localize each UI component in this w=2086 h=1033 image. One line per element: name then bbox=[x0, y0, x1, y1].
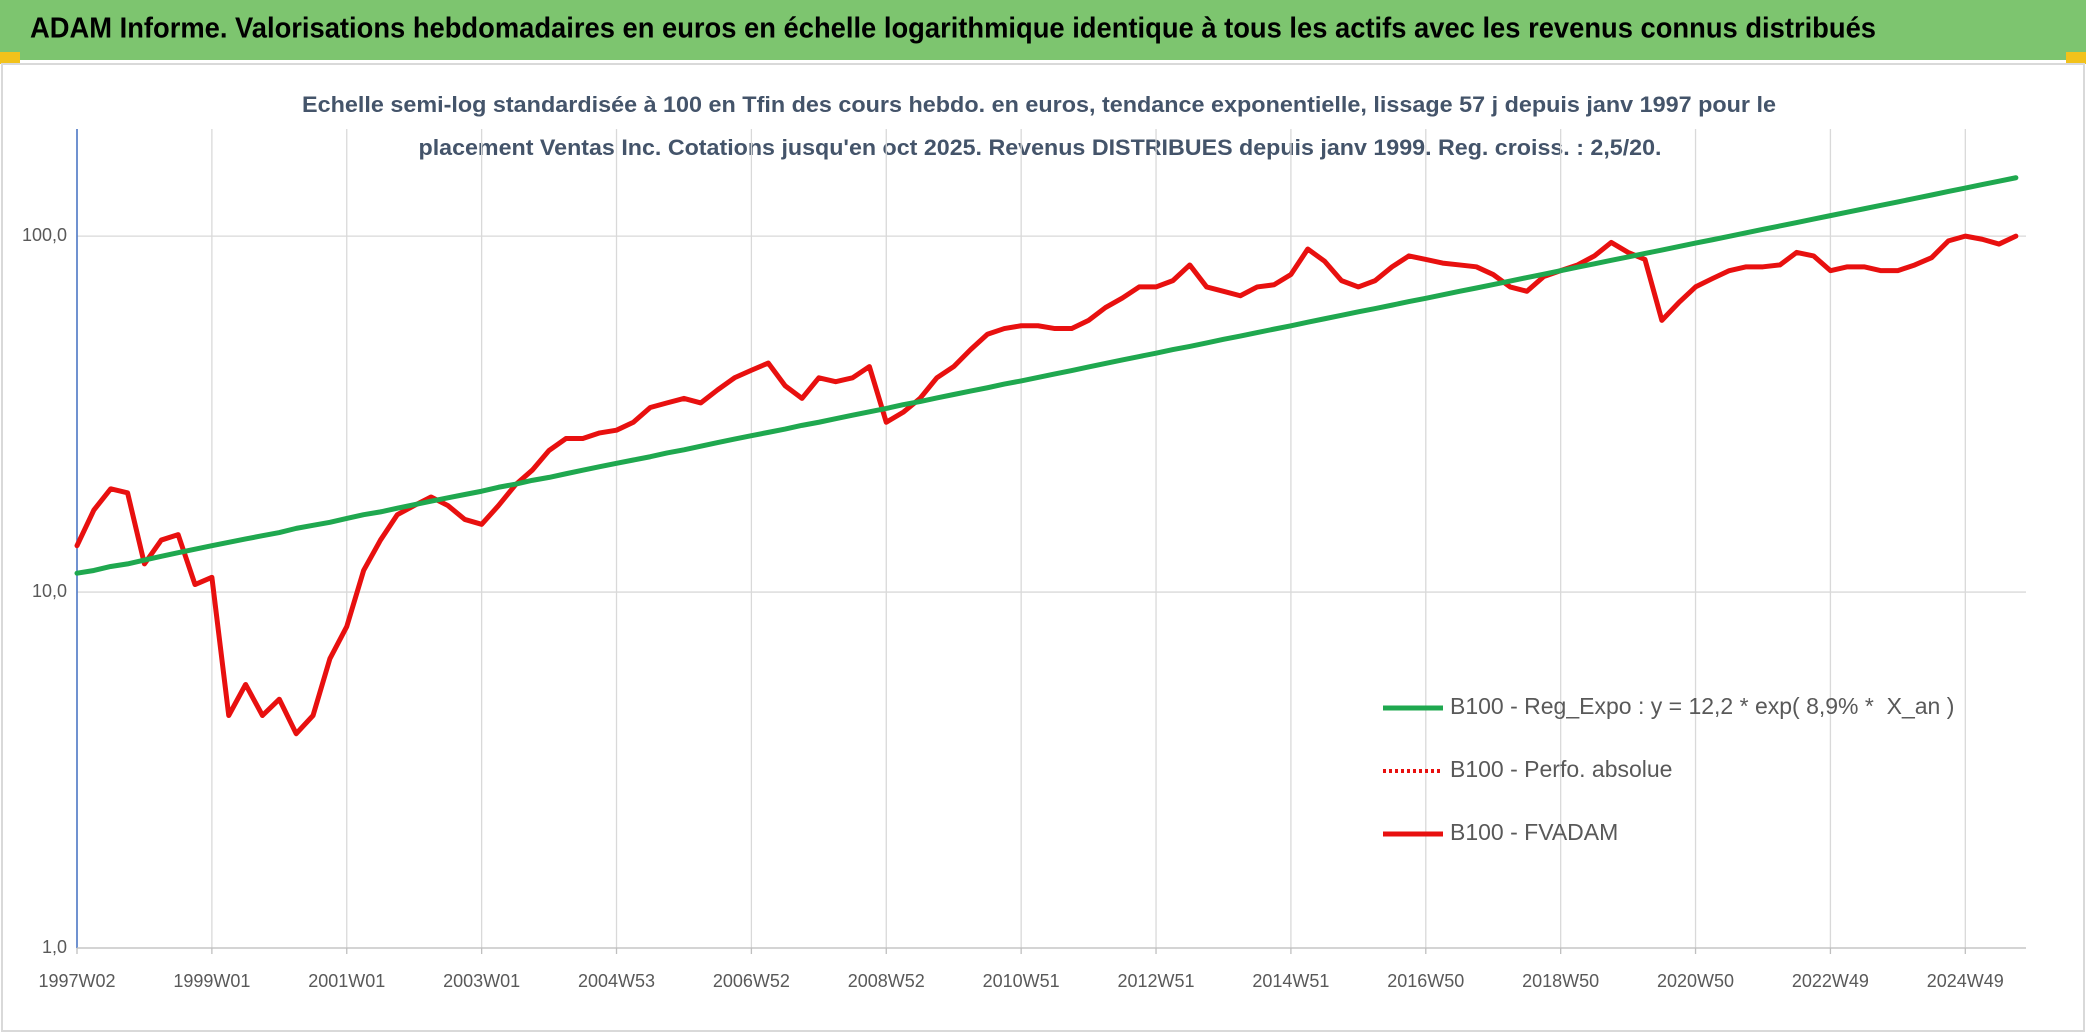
y-tick-label: 1,0 bbox=[42, 937, 67, 957]
x-tick-label: 2006W52 bbox=[713, 971, 790, 991]
legend-label: B100 - Reg_Expo : y = 12,2 * exp( 8,9% *… bbox=[1450, 693, 1954, 719]
chart-subtitle: placement Ventas Inc. Cotations jusqu'en… bbox=[419, 135, 1662, 160]
x-tick-label: 2012W51 bbox=[1117, 971, 1194, 991]
plot bbox=[74, 175, 2019, 737]
title-bar bbox=[0, 0, 2086, 60]
x-tick-label: 2004W53 bbox=[578, 971, 655, 991]
legend-label: B100 - Perfo. absolue bbox=[1450, 756, 1672, 782]
chart-subtitle: Echelle semi-log standardisée à 100 en T… bbox=[302, 92, 1776, 117]
chart-frame bbox=[1, 63, 2085, 1032]
x-tick-label: 1997W02 bbox=[38, 971, 115, 991]
x-tick-label: 1999W01 bbox=[173, 971, 250, 991]
x-tick-label: 2016W50 bbox=[1387, 971, 1464, 991]
legend-label: B100 - FVADAM bbox=[1450, 819, 1618, 845]
corner-mark bbox=[0, 52, 20, 64]
x-tick-label: 2014W51 bbox=[1252, 971, 1329, 991]
x-tick-label: 2020W50 bbox=[1657, 971, 1734, 991]
x-tick-label: 2024W49 bbox=[1927, 971, 2004, 991]
x-tick-label: 2022W49 bbox=[1792, 971, 1869, 991]
x-tick-label: 2008W52 bbox=[848, 971, 925, 991]
chart-title: ADAM Informe. Valorisations hebdomadaire… bbox=[30, 13, 1876, 45]
y-tick-label: 10,0 bbox=[32, 581, 67, 601]
x-tick-label: 2001W01 bbox=[308, 971, 385, 991]
data-line bbox=[74, 233, 2019, 737]
x-tick-label: 2018W50 bbox=[1522, 971, 1599, 991]
corner-mark bbox=[2066, 52, 2086, 64]
legend: B100 - Reg_Expo : y = 12,2 * exp( 8,9% *… bbox=[1383, 693, 1954, 845]
y-tick-label: 100,0 bbox=[22, 225, 67, 245]
data-line bbox=[74, 175, 2019, 576]
x-tick-label: 2003W01 bbox=[443, 971, 520, 991]
x-tick-label: 2010W51 bbox=[983, 971, 1060, 991]
grid: 1,0 10,0 100,0 1997W02 1999W01 2001W01 2003W01… bbox=[22, 129, 2026, 991]
